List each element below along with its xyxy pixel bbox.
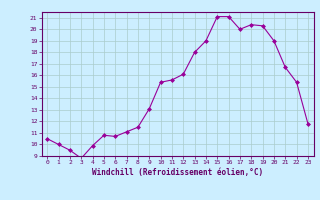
- X-axis label: Windchill (Refroidissement éolien,°C): Windchill (Refroidissement éolien,°C): [92, 168, 263, 177]
